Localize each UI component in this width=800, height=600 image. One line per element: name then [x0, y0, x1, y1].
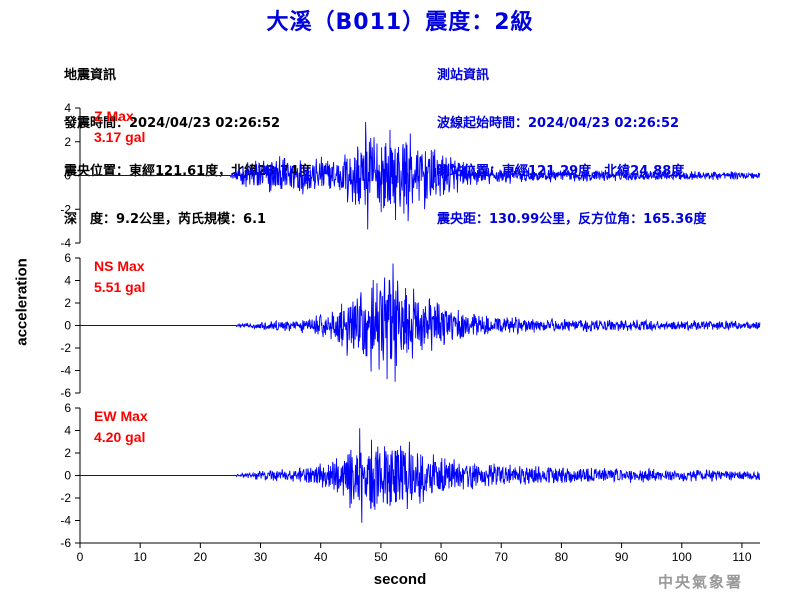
trace-ew	[80, 428, 761, 523]
wave-start-time: 波線起始時間：2024/04/23 02:26:52	[437, 116, 680, 131]
max-value-z: 3.17 gal	[94, 129, 145, 145]
y-tick-label: 4	[64, 101, 71, 115]
station-info-heading: 測站資訊	[437, 68, 490, 83]
y-tick-label: 6	[64, 251, 71, 265]
x-tick-label: 60	[434, 550, 448, 564]
y-tick-label: 0	[64, 169, 71, 183]
max-label-z: Z Max	[94, 108, 134, 124]
y-tick-label: -4	[60, 364, 71, 378]
max-value-ew: 4.20 gal	[94, 429, 145, 445]
x-tick-label: 30	[254, 550, 268, 564]
max-label-ns: NS Max	[94, 258, 145, 274]
distance-azimuth: 震央距：130.99公里，反方位角：165.36度	[437, 212, 707, 227]
x-tick-label: 100	[672, 550, 692, 564]
y-tick-label: -4	[60, 514, 71, 528]
y-tick-label: 6	[64, 401, 71, 415]
x-tick-label: 80	[555, 550, 569, 564]
max-value-ns: 5.51 gal	[94, 279, 145, 295]
y-tick-label: 0	[64, 469, 71, 483]
y-tick-label: 0	[64, 319, 71, 333]
event-info-heading: 地震資訊	[64, 68, 117, 83]
x-tick-label: 90	[615, 550, 629, 564]
y-tick-label: -2	[60, 491, 71, 505]
y-tick-label: -4	[60, 236, 71, 250]
y-tick-label: 2	[64, 296, 71, 310]
y-tick-label: -2	[60, 202, 71, 216]
y-tick-label: 2	[64, 446, 71, 460]
trace-z	[80, 121, 761, 230]
event-info: 地震資訊 發震時間：2024/04/23 02:26:52 震央位置：東經121…	[64, 36, 311, 244]
trace-ns	[80, 263, 761, 382]
x-tick-label: 70	[495, 550, 509, 564]
y-tick-label: 4	[64, 424, 71, 438]
x-tick-label: 110	[732, 550, 751, 564]
agency-watermark: 中央氣象署	[658, 573, 744, 591]
page-title: 大溪（B011）震度：2級	[266, 10, 534, 35]
y-tick-label: -2	[60, 341, 71, 355]
y-axis-label: acceleration	[13, 258, 31, 346]
x-axis-label: second	[373, 571, 427, 588]
max-label-ew: EW Max	[94, 408, 148, 424]
x-tick-label: 50	[374, 550, 388, 564]
x-tick-label: 40	[314, 550, 328, 564]
y-tick-label: 4	[64, 274, 71, 288]
depth-magnitude: 深 度：9.2公里，芮氏規模：6.1	[64, 212, 267, 227]
y-tick-label: -6	[60, 536, 71, 550]
x-tick-label: 0	[77, 550, 84, 564]
origin-time: 發震時間：2024/04/23 02:26:52	[64, 116, 281, 131]
x-tick-label: 20	[194, 550, 208, 564]
x-tick-label: 10	[133, 550, 147, 564]
y-tick-label: 2	[64, 135, 71, 149]
y-tick-label: -6	[60, 386, 71, 400]
